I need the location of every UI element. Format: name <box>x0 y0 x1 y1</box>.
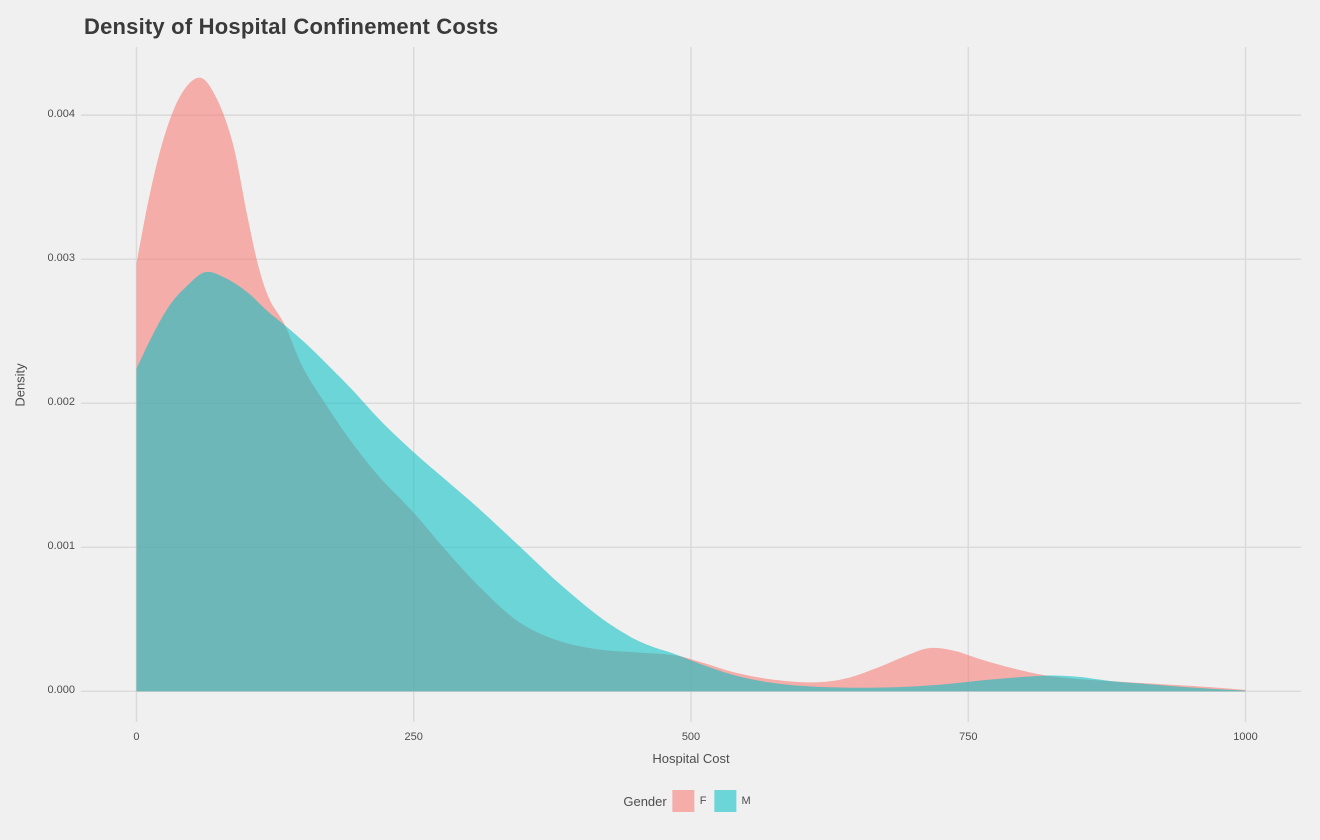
x-tick-label: 1000 <box>1233 731 1258 743</box>
x-tick-label: 250 <box>404 731 423 743</box>
x-tick-label: 0 <box>133 731 140 743</box>
legend-item-F: F <box>672 790 707 812</box>
legend-label: M <box>741 795 751 807</box>
y-axis-title: Density <box>12 363 28 407</box>
legend-swatch-F <box>672 790 695 812</box>
y-tick-label: 0.003 <box>47 252 75 265</box>
legend-swatch-M <box>714 790 737 812</box>
density-area-M <box>136 271 1246 692</box>
x-tick-label: 750 <box>959 731 978 743</box>
y-tick-label: 0.004 <box>47 108 75 121</box>
legend-label: F <box>699 795 707 807</box>
x-axis-title: Hospital Cost <box>652 751 730 766</box>
y-tick-label: 0.002 <box>47 396 75 409</box>
plot-title: Density of Hospital Confinement Costs <box>84 14 499 39</box>
x-tick-label: 500 <box>681 731 701 743</box>
y-tick-label: 0.000 <box>47 684 75 697</box>
y-tick-label: 0.001 <box>47 540 75 553</box>
legend-title: Gender <box>623 793 667 809</box>
legend-item-M: M <box>714 790 751 812</box>
